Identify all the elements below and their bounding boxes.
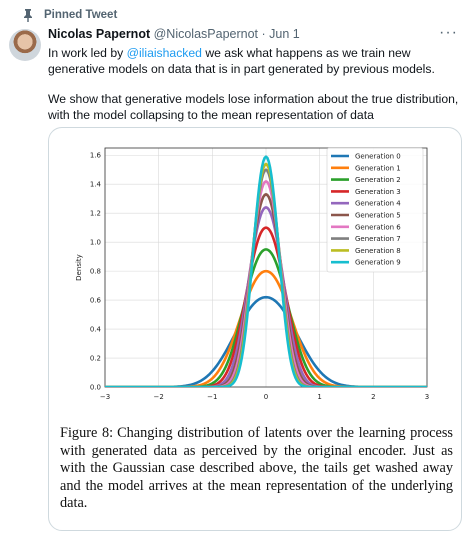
more-horizontal-icon[interactable]: ··· <box>439 24 458 41</box>
x-tick-label: 0 <box>264 393 268 401</box>
series-line <box>105 226 427 387</box>
author-name[interactable]: Nicolas Papernot <box>48 27 151 41</box>
header-separator: · <box>261 27 266 41</box>
series-line <box>105 206 427 387</box>
y-tick-label: 0.0 <box>90 384 101 392</box>
legend-label: Generation 1 <box>355 164 401 172</box>
y-tick-label: 0.8 <box>90 268 101 276</box>
y-axis-label: Density <box>75 254 83 281</box>
legend-label: Generation 9 <box>355 259 401 267</box>
x-tick-label: 3 <box>425 393 429 401</box>
y-tick-label: 1.6 <box>90 152 102 160</box>
tweet-text: In work led by @iliaishacked we ask what… <box>48 45 464 123</box>
series-line <box>105 193 427 387</box>
author-avatar[interactable] <box>9 29 41 61</box>
tweet-paragraph-2: We show that generative models lose info… <box>48 92 459 122</box>
y-tick-label: 1.0 <box>90 239 101 247</box>
figure-caption: Figure 8: Changing distribution of latent… <box>60 425 453 513</box>
series-line <box>105 180 427 387</box>
x-tick-label: −3 <box>100 393 110 401</box>
series-line <box>105 162 427 387</box>
text-prefix: In work led by <box>48 46 127 60</box>
legend-label: Generation 3 <box>355 188 401 196</box>
pinned-tweet-label: Pinned Tweet <box>22 8 117 22</box>
mention-link[interactable]: @iliaishacked <box>126 46 202 60</box>
y-tick-label: 0.4 <box>90 326 102 334</box>
x-tick-label: −1 <box>207 393 217 401</box>
tweet-media-image[interactable]: −3 −2 −1 0 1 2 3 0.0 0.2 0.4 0.6 0.8 1.0 1.2 1.4 1.6 Den… <box>48 127 462 531</box>
tweet-header: Nicolas Papernot @NicolasPapernot · Jun … <box>48 27 300 41</box>
x-tick-label: 2 <box>371 393 375 401</box>
y-tick-label: 1.4 <box>90 181 102 189</box>
legend-label: Generation 8 <box>355 247 401 255</box>
legend-label: Generation 6 <box>355 223 401 231</box>
series-line <box>105 168 427 387</box>
x-tick-label: 1 <box>317 393 321 401</box>
tweet-date[interactable]: Jun 1 <box>269 27 300 41</box>
caption-text: Changing distribution of latents over th… <box>60 425 453 511</box>
caption-label: Figure 8: <box>60 425 114 441</box>
series-line <box>105 269 427 387</box>
legend-label: Generation 5 <box>355 212 401 220</box>
text-suffix: we ask what happens as we train new gene… <box>48 46 435 76</box>
y-tick-label: 0.2 <box>90 355 101 363</box>
author-handle[interactable]: @NicolasPapernot <box>153 27 259 41</box>
plot-frame <box>104 147 428 388</box>
series-line <box>105 155 427 387</box>
legend-label: Generation 7 <box>355 235 401 243</box>
legend-label: Generation 0 <box>355 153 401 161</box>
y-tick-label: 1.2 <box>90 210 101 218</box>
legend-box <box>326 147 424 273</box>
y-tick-label: 0.6 <box>90 297 102 305</box>
density-chart: −3 −2 −1 0 1 2 3 0.0 0.2 0.4 0.6 0.8 1.0 1.2 1.4 1.6 Den… <box>75 147 429 401</box>
series-line <box>105 248 427 387</box>
pinned-text: Pinned Tweet <box>44 9 118 21</box>
tweet-paragraph-1: In work led by @iliaishacked we ask what… <box>48 45 464 77</box>
pin-icon <box>24 9 32 22</box>
legend-label: Generation 4 <box>355 200 401 208</box>
legend-label: Generation 2 <box>355 176 401 184</box>
x-tick-label: −2 <box>154 393 164 401</box>
